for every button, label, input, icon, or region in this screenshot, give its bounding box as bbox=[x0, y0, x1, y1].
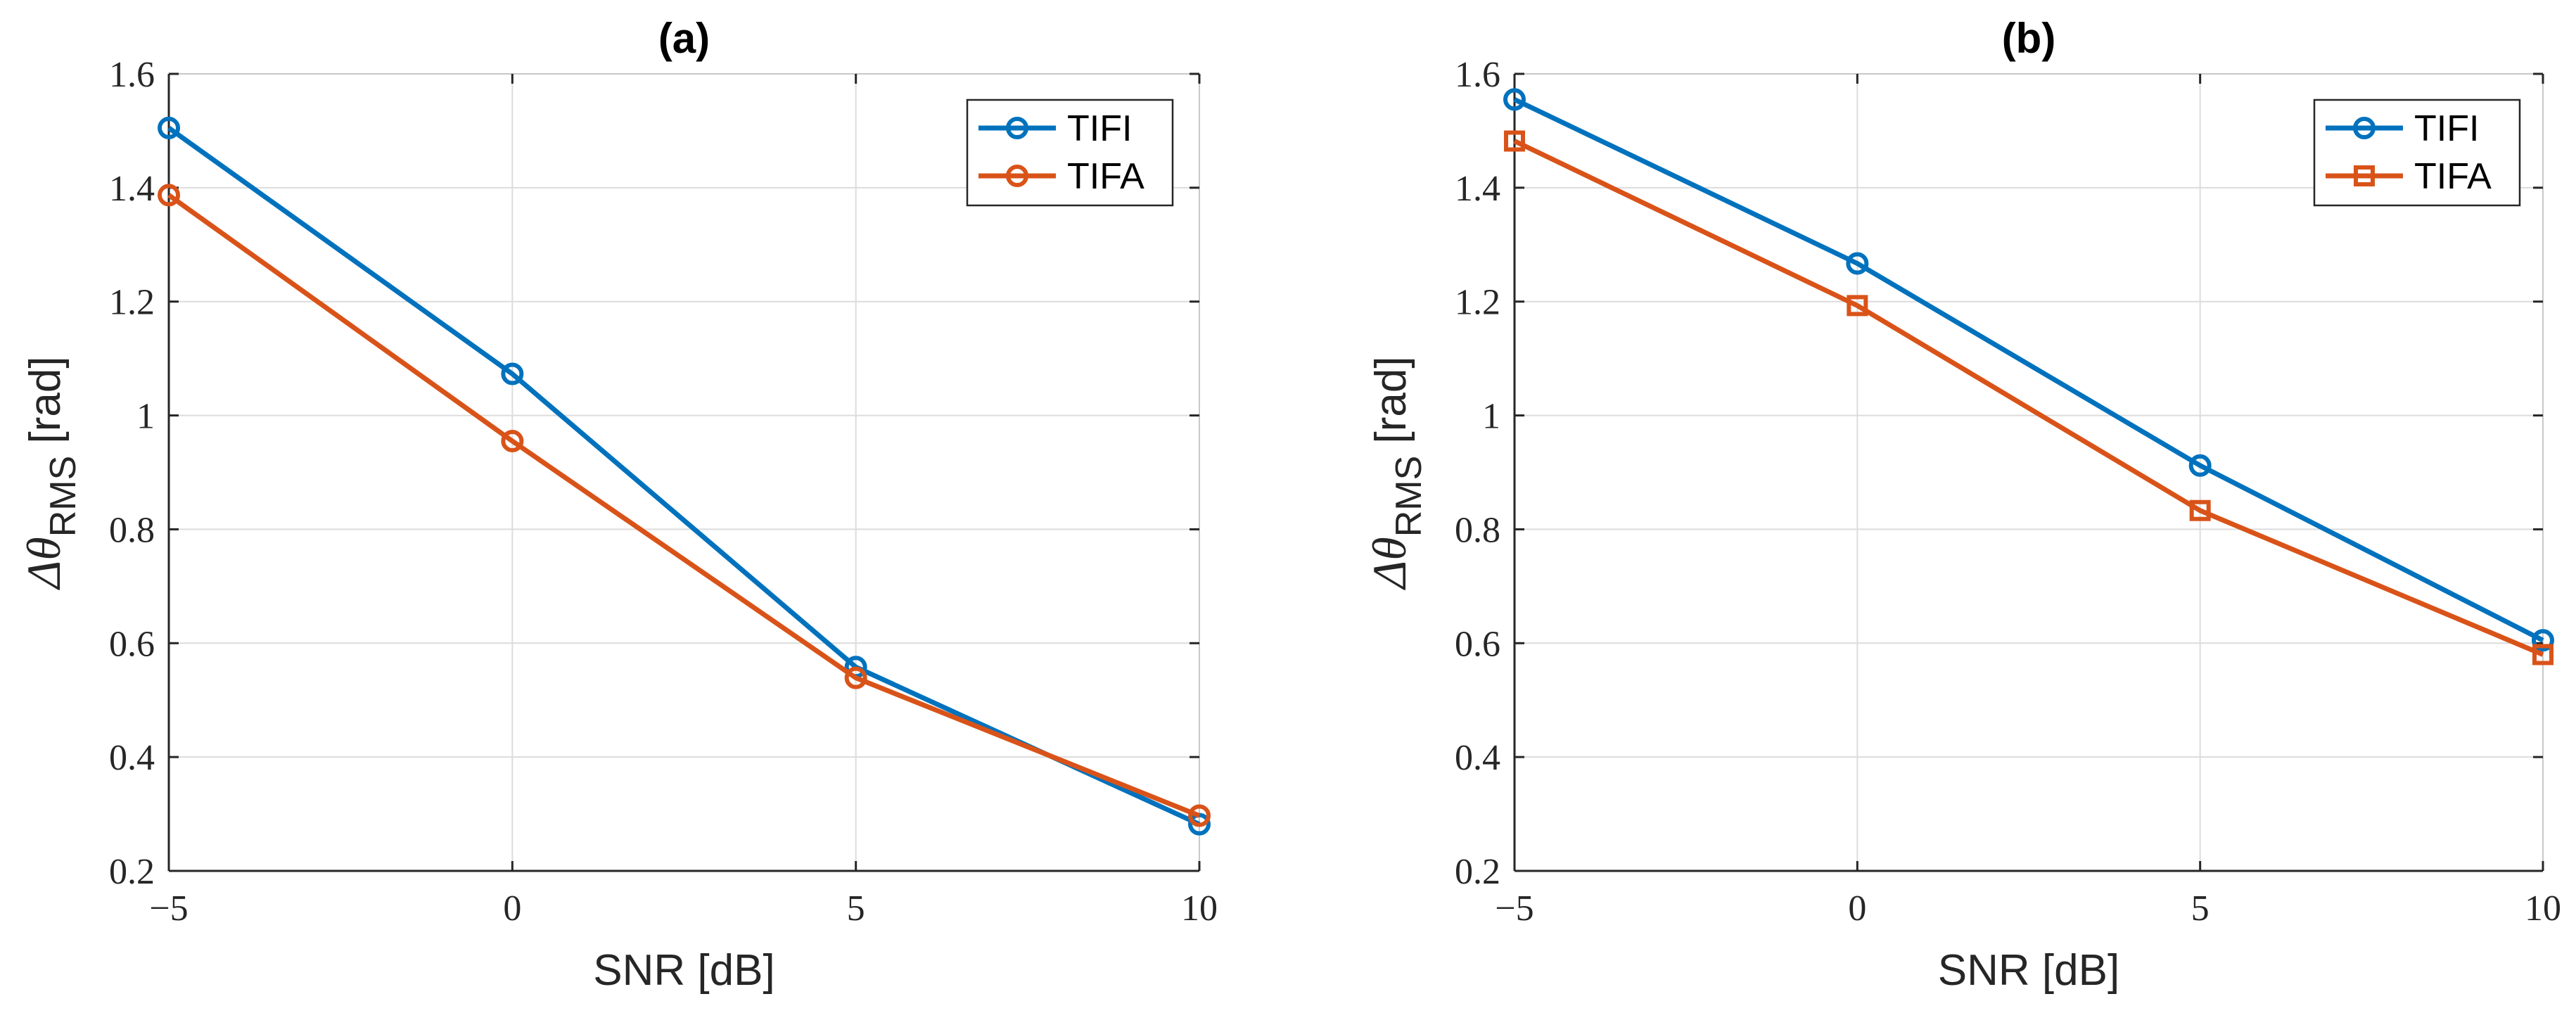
y-tick-label: 1.6 bbox=[109, 55, 155, 95]
x-tick-label: 10 bbox=[2525, 888, 2561, 929]
y-tick-label: 0.2 bbox=[109, 852, 155, 892]
legend: TIFI TIFA bbox=[2313, 98, 2521, 207]
data-point-tifi bbox=[2532, 629, 2554, 652]
x-tick-label: −5 bbox=[149, 888, 188, 929]
legend-box bbox=[966, 98, 1174, 207]
legend-label-tifi: TIFI bbox=[1067, 108, 1132, 149]
series-line-tifi bbox=[1513, 97, 2544, 643]
y-tick-label: 1 bbox=[1482, 397, 1500, 437]
y-tick-label: 1.2 bbox=[1455, 283, 1500, 323]
data-point-tifa bbox=[2189, 499, 2211, 521]
y-axis-label-subscript: RMS bbox=[1389, 456, 1429, 537]
y-axis-label: ΔθRMS [rad] bbox=[17, 356, 84, 590]
legend: TIFI TIFA bbox=[966, 98, 1174, 207]
data-point-tifa bbox=[1188, 804, 1211, 827]
x-tick-label: −5 bbox=[1495, 888, 1534, 929]
series-line-tifa bbox=[167, 193, 1201, 818]
y-tick-label: 1.2 bbox=[109, 283, 155, 323]
y-tick-label: 0.4 bbox=[109, 738, 155, 778]
y-tick-label: 0.6 bbox=[1455, 624, 1500, 664]
legend-marker-tifa bbox=[2354, 165, 2375, 186]
data-point-tifi bbox=[158, 116, 180, 139]
legend-label-tifa: TIFA bbox=[1067, 156, 1144, 197]
y-tick-label: 1.6 bbox=[1455, 55, 1500, 95]
x-tick-label: 0 bbox=[503, 888, 521, 929]
y-axis-label-symbol: Δθ bbox=[1363, 537, 1416, 590]
chart-panel-a: −5 0 5 10 0.2 0.4 0.6 0.8 1 1.2 1.4 1.6 (a) SNR [dB] Δ… bbox=[17, 15, 1218, 995]
y-tick-label: 1 bbox=[136, 397, 155, 437]
y-axis-label-subscript: RMS bbox=[43, 456, 84, 537]
x-axis-label: SNR [dB] bbox=[1938, 946, 2119, 995]
legend-box bbox=[2313, 98, 2521, 207]
y-tick-label: 1.4 bbox=[1455, 169, 1500, 209]
data-point-tifi bbox=[1846, 252, 1869, 275]
legend-label-tifa: TIFA bbox=[2414, 156, 2492, 197]
data-point-tifa bbox=[844, 666, 867, 689]
x-tick-label: 10 bbox=[1181, 888, 1218, 929]
x-axis-label: SNR [dB] bbox=[593, 946, 774, 995]
x-tick-label: 5 bbox=[847, 888, 865, 929]
legend-marker-tifi bbox=[1006, 117, 1028, 139]
y-tick-label: 0.2 bbox=[1455, 852, 1500, 892]
legend-marker-tifa bbox=[1006, 165, 1028, 187]
y-axis-label-unit: [rad] bbox=[21, 356, 70, 455]
plot-area bbox=[169, 74, 1199, 871]
data-point-tifa bbox=[501, 429, 524, 452]
y-axis-label: ΔθRMS [rad] bbox=[1363, 356, 1429, 590]
y-axis-label-symbol: Δθ bbox=[17, 537, 70, 590]
legend-label-tifi: TIFI bbox=[2414, 108, 2479, 149]
y-tick-label: 0.8 bbox=[1455, 510, 1500, 550]
data-point-tifi bbox=[2188, 454, 2212, 477]
y-tick-label: 0.8 bbox=[109, 510, 155, 550]
data-point-tifi bbox=[1503, 88, 1526, 111]
data-point-tifa bbox=[2532, 644, 2553, 665]
data-point-tifa bbox=[1847, 295, 1868, 317]
legend-marker-tifi bbox=[2353, 117, 2376, 139]
data-point-tifa bbox=[158, 184, 180, 207]
x-tick-label: 5 bbox=[2191, 888, 2210, 929]
data-point-tifi bbox=[501, 362, 524, 386]
series-line-tifa bbox=[1513, 139, 2544, 657]
plot-area bbox=[1515, 74, 2543, 871]
chart-title: (b) bbox=[2002, 15, 2056, 62]
chart-title: (a) bbox=[658, 15, 710, 62]
x-tick-label: 0 bbox=[1848, 888, 1866, 929]
chart-panel-b: −5 0 5 10 0.2 0.4 0.6 0.8 1 1.2 1.4 1.6 (b) SNR [dB] Δ… bbox=[1363, 15, 2561, 995]
y-tick-label: 0.4 bbox=[1455, 738, 1500, 778]
y-axis-label-unit: [rad] bbox=[1367, 356, 1415, 455]
y-tick-label: 1.4 bbox=[109, 169, 155, 209]
y-tick-label: 0.6 bbox=[109, 624, 155, 664]
data-point-tifa bbox=[1504, 130, 1525, 152]
